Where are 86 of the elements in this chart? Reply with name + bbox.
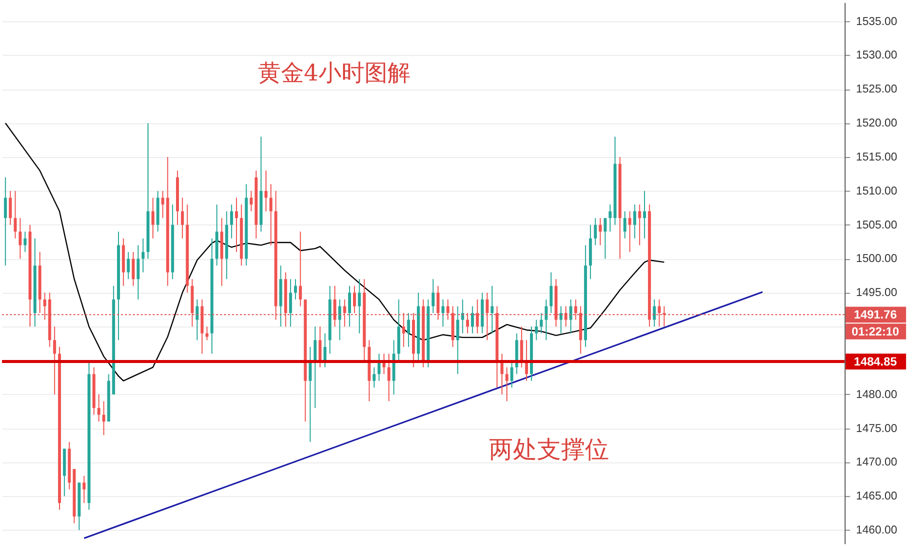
candlestick bbox=[18, 218, 22, 260]
candlestick bbox=[343, 298, 346, 328]
candlestick bbox=[126, 251, 130, 280]
candlestick bbox=[206, 326, 208, 341]
candlestick bbox=[142, 238, 145, 273]
candlestick bbox=[604, 218, 607, 260]
candlestick bbox=[348, 285, 352, 328]
ref-line-label: 1491.76 bbox=[854, 308, 898, 322]
text: 01:22:10 bbox=[852, 324, 900, 338]
candlestick bbox=[633, 204, 636, 239]
candlestick bbox=[387, 353, 390, 402]
candlestick bbox=[594, 218, 597, 246]
candlestick bbox=[289, 278, 292, 328]
candlestick bbox=[540, 312, 543, 334]
candlestick bbox=[333, 285, 336, 328]
candlestick bbox=[82, 475, 86, 504]
candlestick bbox=[559, 306, 562, 334]
candlestick bbox=[505, 366, 508, 402]
candlestick bbox=[269, 184, 272, 246]
candlestick bbox=[298, 231, 302, 307]
candlestick bbox=[441, 298, 444, 328]
candlestick bbox=[24, 231, 27, 252]
candlestick bbox=[466, 312, 470, 334]
candlestick bbox=[407, 312, 410, 348]
candlestick bbox=[402, 312, 406, 348]
candlestick bbox=[4, 176, 7, 266]
candlestick bbox=[461, 298, 464, 334]
candlestick bbox=[136, 244, 140, 300]
candlestick bbox=[574, 298, 578, 320]
candlestick bbox=[652, 298, 656, 328]
candlestick bbox=[352, 285, 356, 314]
candlestick bbox=[338, 298, 342, 341]
candlestick bbox=[643, 190, 646, 239]
candlestick bbox=[308, 346, 312, 442]
candlestick bbox=[230, 204, 234, 239]
annotation: 两处支撑位 bbox=[489, 435, 610, 464]
y-tick-label: 1500.00 bbox=[856, 253, 898, 266]
y-tick-label: 1495.00 bbox=[856, 287, 898, 300]
candlestick bbox=[470, 306, 474, 334]
line-series bbox=[4, 122, 665, 382]
candlestick bbox=[53, 326, 56, 395]
candlestick bbox=[264, 170, 268, 212]
y-tick-label: 1530.00 bbox=[856, 50, 898, 62]
candlestick bbox=[490, 285, 494, 334]
candlestick bbox=[314, 326, 317, 408]
y-tick-label: 1515.00 bbox=[856, 151, 898, 164]
candlestick bbox=[598, 218, 602, 246]
candlestick bbox=[550, 272, 553, 314]
candlestick bbox=[456, 306, 460, 375]
candlestick bbox=[534, 319, 538, 341]
candlestick bbox=[358, 278, 361, 334]
candlestick bbox=[8, 190, 12, 226]
y-tick-label: 1520.00 bbox=[856, 118, 898, 130]
candlestick bbox=[569, 298, 572, 334]
y-tick-label: 1460.00 bbox=[856, 524, 898, 537]
y-tick-label: 1525.00 bbox=[856, 84, 898, 96]
candlestick bbox=[196, 298, 199, 341]
candlestick bbox=[235, 197, 238, 252]
candlestick bbox=[544, 298, 548, 341]
y-tick-label: 1510.00 bbox=[856, 185, 898, 198]
candlestick bbox=[151, 197, 154, 239]
candlestick bbox=[638, 204, 642, 246]
candlestick bbox=[436, 285, 440, 320]
y-tick-label: 1470.00 bbox=[856, 456, 898, 469]
candlestick bbox=[623, 210, 626, 239]
candlestick bbox=[97, 394, 100, 422]
candlestick bbox=[608, 204, 612, 232]
candlestick bbox=[564, 306, 568, 328]
candlestick bbox=[520, 326, 524, 368]
candlestick bbox=[510, 360, 514, 388]
candlestick bbox=[432, 278, 435, 314]
ref-line-label: 1484.85 bbox=[854, 354, 898, 368]
text: 黄金4小时图解 bbox=[258, 60, 410, 87]
candlestick bbox=[180, 197, 184, 239]
candlestick bbox=[372, 366, 376, 388]
y-tick-label: 1505.00 bbox=[856, 219, 898, 232]
y-tick-label: 1465.00 bbox=[856, 490, 898, 503]
candlestick bbox=[324, 332, 326, 368]
candlestick bbox=[318, 326, 322, 368]
y-tick-label: 1480.00 bbox=[856, 388, 898, 401]
candlestick bbox=[476, 298, 479, 334]
candlestick bbox=[294, 278, 297, 300]
candlestick bbox=[446, 298, 450, 320]
candlestick bbox=[486, 292, 489, 341]
y-tick-label: 1535.00 bbox=[856, 16, 898, 28]
y-tick-label: 1475.00 bbox=[856, 422, 898, 435]
